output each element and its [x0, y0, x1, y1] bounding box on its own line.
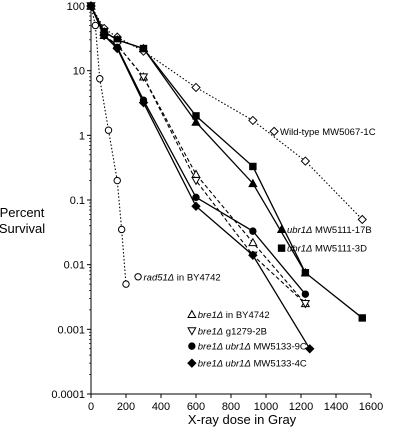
x-tick-label: 1000	[254, 401, 278, 413]
legend-marker	[277, 244, 286, 252]
data-point	[358, 314, 366, 322]
legend-label: bre1Δ in BY4742	[198, 310, 270, 321]
legend-label: Wild-type MW5067-1C	[280, 127, 376, 138]
legend-marker	[187, 309, 197, 319]
series-1	[86, 1, 367, 225]
data-point	[122, 280, 130, 288]
y-tick-label: 0.01	[64, 260, 85, 272]
legend-label: bre1Δ ubr1Δ MW5133-9C	[198, 342, 307, 353]
data-point	[248, 237, 258, 247]
legend: Wild-type MW5067-1C ubr1Δ MW5111-17B ubr1Δ…	[134, 126, 376, 370]
legend-label: ubr1Δ MW5111-3D	[287, 244, 367, 255]
data-point	[91, 21, 100, 30]
legend-marker	[188, 342, 196, 350]
legend-entry: bre1Δ g1279-2B	[187, 326, 267, 337]
data-point	[86, 1, 96, 11]
legend-label: ubr1Δ MW5111-17B	[287, 225, 372, 236]
data-point	[191, 117, 201, 126]
legend-label: bre1Δ g1279-2B	[198, 326, 267, 337]
y-tick-label: 10	[73, 66, 85, 78]
series-3	[87, 2, 366, 322]
x-tick-label: 0	[88, 401, 94, 413]
data-point	[96, 75, 104, 83]
x-tick-label: 400	[152, 401, 170, 413]
x-tick-label: 1600	[359, 401, 383, 413]
data-point	[301, 269, 310, 277]
data-point	[192, 193, 200, 202]
data-point	[248, 250, 258, 260]
legend-entry: bre1Δ ubr1Δ MW5133-9C	[188, 342, 307, 353]
x-tick-label: 200	[117, 401, 135, 413]
series-7	[87, 2, 310, 298]
legend-entry: Wild-type MW5067-1C	[269, 126, 376, 138]
data-point	[357, 214, 367, 225]
series-line	[90, 5, 306, 304]
data-point	[249, 227, 257, 235]
data-point	[139, 44, 148, 53]
legend-entry: bre1Δ ubr1Δ MW5133-4C	[187, 358, 307, 370]
series-4	[87, 2, 130, 288]
data-point	[301, 290, 310, 298]
legend-label: rad51Δ in BY4742	[144, 272, 221, 283]
data-point	[99, 30, 109, 41]
y-tick-label: 0.001	[57, 324, 85, 336]
legend-entry: ubr1Δ MW5111-17B	[276, 224, 372, 236]
series-line	[90, 5, 306, 295]
axes: 0 200 400 600 800 1000 1200 1400 1600 100 10 1 0.1 0.…	[51, 1, 383, 413]
x-tick-label: 1400	[324, 401, 348, 413]
data-point	[305, 344, 315, 354]
legend-marker	[134, 273, 142, 281]
legend-marker	[187, 327, 197, 336]
series-line	[90, 5, 363, 220]
data-point	[113, 176, 121, 185]
legend-label: bre1Δ ubr1Δ MW5133-4C	[198, 359, 307, 370]
series-layer	[86, 1, 367, 354]
data-point	[191, 201, 201, 211]
data-point	[249, 162, 257, 171]
data-point	[300, 300, 311, 309]
legend-marker	[269, 126, 279, 137]
data-point	[138, 97, 149, 108]
series-line	[90, 5, 363, 319]
data-point	[138, 73, 149, 82]
legend-entry: rad51Δ in BY4742	[134, 272, 221, 283]
data-point	[191, 176, 201, 186]
data-point	[248, 178, 258, 188]
y-axis-title-line-1: Percent	[0, 205, 45, 220]
y-tick-label: 0.0001	[51, 389, 85, 401]
data-point	[192, 112, 200, 120]
data-point	[300, 156, 311, 166]
data-point	[104, 126, 113, 134]
y-axis-title-line-2: Survival	[0, 221, 45, 236]
legend-marker	[276, 224, 287, 234]
legend-marker	[187, 358, 197, 368]
series-line	[90, 5, 306, 305]
x-axis-title: X-ray dose in Gray	[188, 412, 297, 427]
legend-entry: ubr1Δ MW5111-3D	[277, 244, 367, 255]
y-tick-label: 100	[67, 1, 85, 13]
data-point	[191, 169, 201, 178]
legend-entry: bre1Δ in BY4742	[187, 309, 270, 321]
y-tick-label: 0.1	[70, 195, 85, 207]
x-tick-label: 1200	[289, 401, 313, 413]
series-8	[86, 1, 315, 354]
y-tick-label: 1	[79, 130, 85, 142]
data-point	[112, 43, 122, 54]
x-tick-label: 800	[222, 401, 240, 413]
x-tick-label: 600	[187, 401, 205, 413]
data-point	[248, 115, 258, 126]
data-point	[191, 82, 201, 93]
data-point	[117, 225, 126, 234]
